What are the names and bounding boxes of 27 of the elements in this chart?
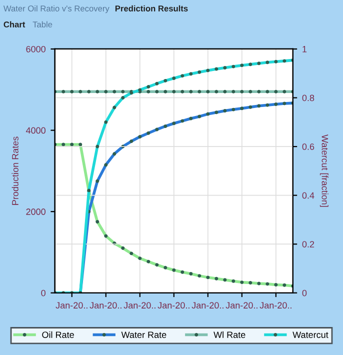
y-tick-label: 6000 (26, 46, 46, 52)
y-tick-label: 0 (41, 290, 46, 296)
y2-tick-label: 1 (302, 46, 307, 52)
x-tick-label: Jan-20.. (124, 302, 156, 309)
y-axis-title: Production Rates (12, 136, 18, 205)
y2-tick-label: 0 (302, 290, 307, 296)
legend-label: Water Rate (121, 332, 166, 338)
text: Prediction Results (115, 5, 188, 12)
x-tick-label: Jan-20.. (260, 302, 292, 309)
text: Table (32, 21, 52, 28)
x-tick-label: Jan-20.. (226, 302, 258, 309)
x-tick-label: Jan-20.. (192, 302, 224, 309)
text: Water Oil Ratio v's Recovery (3, 5, 110, 14)
legend-label: Oil Rate (42, 331, 74, 338)
y2-tick-label: 0.4 (302, 192, 314, 199)
x-tick-label: Jan-20.. (90, 302, 122, 309)
x-tick-label: Jan-20.. (158, 302, 190, 309)
legend-label: Wl Rate (214, 331, 246, 338)
text: Chart (4, 21, 26, 28)
y2-tick-label: 0.2 (302, 241, 314, 248)
y-tick-label: 4000 (26, 127, 46, 134)
y2-tick-label: 0.6 (302, 144, 314, 150)
y-tick-label: 2000 (26, 208, 46, 215)
y2-tick-label: 0.8 (302, 94, 314, 102)
x-tick-label: Jan-20.. (56, 302, 88, 309)
y2-axis-title: Watercut [fraction] (320, 134, 328, 207)
legend-label: Watercut (292, 332, 328, 338)
